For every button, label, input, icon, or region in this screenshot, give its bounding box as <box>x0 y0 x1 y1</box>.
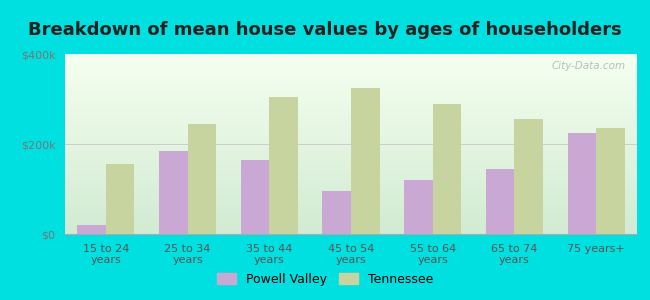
Text: City-Data.com: City-Data.com <box>551 61 625 71</box>
Bar <box>433 103 462 234</box>
Bar <box>77 225 106 234</box>
Bar <box>351 88 380 234</box>
Bar <box>159 151 188 234</box>
Bar <box>269 97 298 234</box>
Text: Breakdown of mean house values by ages of householders: Breakdown of mean house values by ages o… <box>28 21 622 39</box>
Bar <box>322 191 351 234</box>
Legend: Powell Valley, Tennessee: Powell Valley, Tennessee <box>212 268 438 291</box>
Bar <box>486 169 514 234</box>
Bar <box>567 133 596 234</box>
Bar <box>106 164 135 234</box>
Bar <box>240 160 269 234</box>
Bar <box>404 180 433 234</box>
Bar <box>596 128 625 234</box>
Bar <box>188 124 216 234</box>
Bar <box>514 119 543 234</box>
